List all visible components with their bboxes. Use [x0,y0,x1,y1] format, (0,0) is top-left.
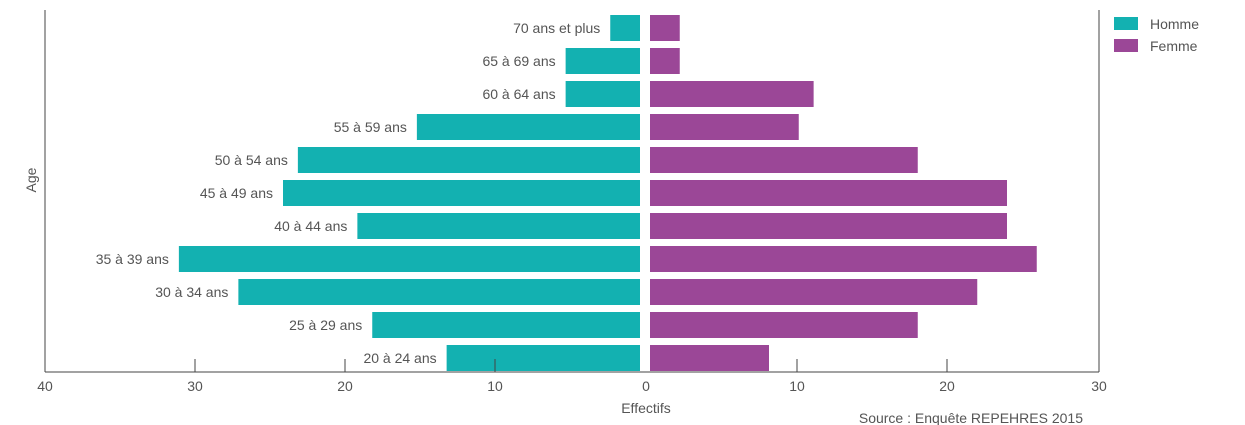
bar-femme-2 [650,81,814,107]
category-label-3: 55 à 59 ans [334,119,407,135]
category-label-7: 35 à 39 ans [96,251,169,267]
bar-homme-10 [446,345,640,371]
bar-femme-10 [650,345,769,371]
x-tick-label-7: 30 [1091,378,1107,394]
category-label-4: 50 à 54 ans [215,152,288,168]
category-label-1: 65 à 69 ans [482,53,555,69]
bar-homme-2 [565,81,640,107]
bar-homme-6 [357,213,640,239]
x-tick-label-4: 0 [642,378,650,394]
bar-homme-3 [416,114,640,140]
x-axis-title: Effectifs [621,400,671,416]
category-label-9: 25 à 29 ans [289,317,362,333]
legend-swatch-homme [1114,17,1138,30]
bar-femme-1 [650,48,680,74]
bar-homme-9 [372,312,640,338]
category-label-6: 40 à 44 ans [274,218,347,234]
bar-femme-8 [650,279,978,305]
bar-homme-1 [565,48,640,74]
legend: Homme Femme [1114,16,1199,54]
category-label-8: 30 à 34 ans [155,284,228,300]
bar-homme-7 [178,246,640,272]
legend-label-homme: Homme [1150,16,1199,32]
bar-femme-9 [650,312,918,338]
y-axis-title: Age [23,167,39,192]
source-note: Source : Enquête REPEHRES 2015 [859,410,1083,425]
x-ticks: 40 30 20 10 0 10 20 30 [37,359,1107,394]
bar-homme-0 [610,15,640,41]
axes [44,10,1100,373]
x-tick-label-1: 30 [187,378,203,394]
legend-label-femme: Femme [1150,38,1198,54]
bars-layer [178,15,1037,371]
category-label-0: 70 ans et plus [513,20,600,36]
bar-femme-4 [650,147,918,173]
bar-femme-5 [650,180,1007,206]
bar-femme-3 [650,114,799,140]
category-labels: 70 ans et plus 65 à 69 ans 60 à 64 ans 55 à… [96,20,601,366]
x-tick-label-0: 40 [37,378,53,394]
bar-femme-6 [650,213,1007,239]
x-tick-label-5: 10 [789,378,805,394]
bar-homme-8 [238,279,640,305]
bar-femme-0 [650,15,680,41]
x-tick-label-6: 20 [939,378,955,394]
category-label-5: 45 à 49 ans [200,185,273,201]
x-tick-label-2: 20 [337,378,353,394]
bar-homme-4 [297,147,640,173]
x-tick-label-3: 10 [487,378,503,394]
bar-homme-5 [283,180,640,206]
category-label-10: 20 à 24 ans [363,350,436,366]
category-label-2: 60 à 64 ans [482,86,555,102]
bar-femme-7 [650,246,1037,272]
legend-swatch-femme [1114,39,1138,52]
